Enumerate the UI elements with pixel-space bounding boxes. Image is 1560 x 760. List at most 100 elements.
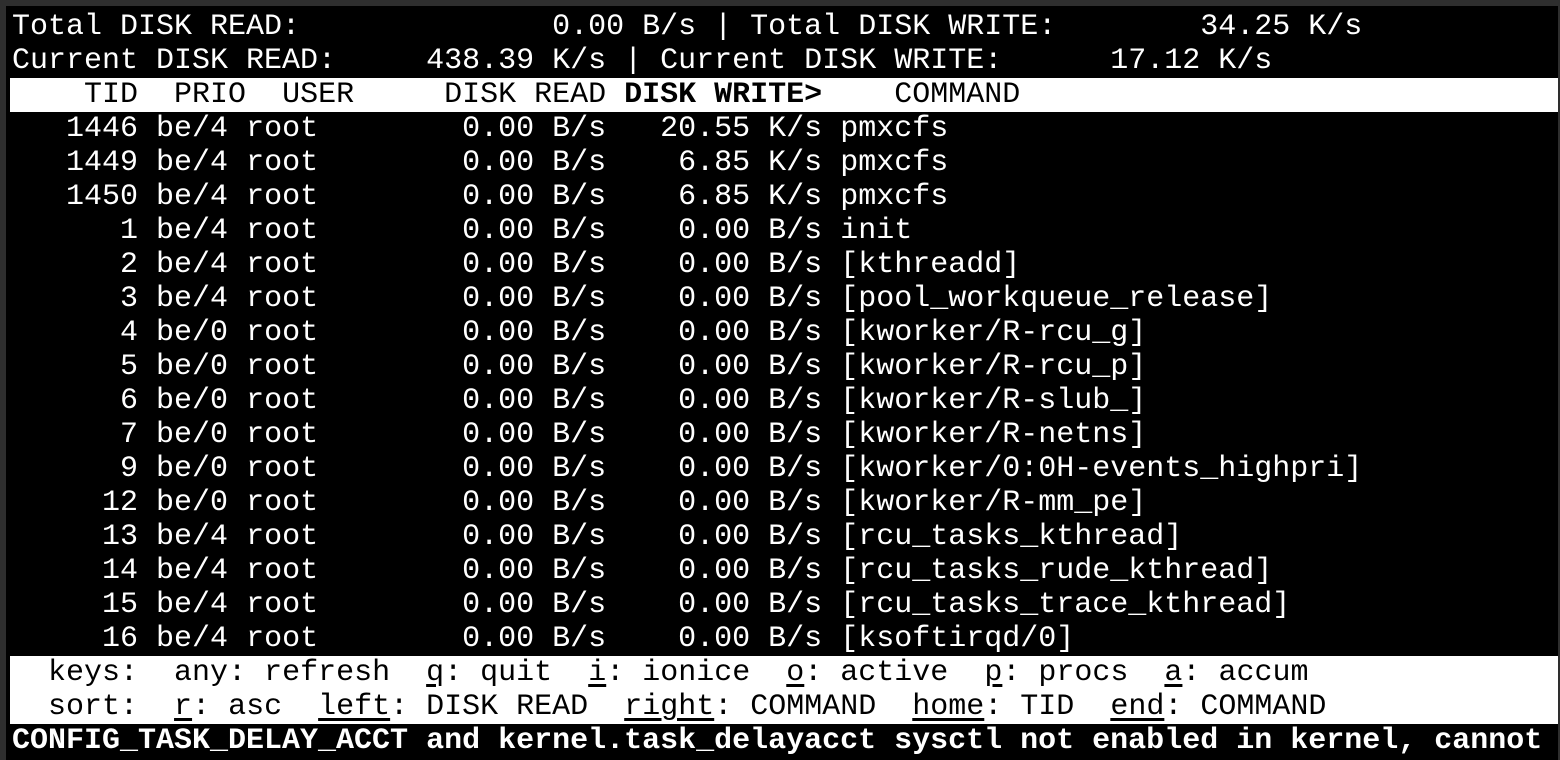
shortcut-key: i xyxy=(588,656,607,690)
sort-item-right: right: COMMAND xyxy=(624,690,877,724)
shortcut-key: r xyxy=(174,690,193,724)
shortcut-desc: procs xyxy=(1038,656,1129,690)
command-cell: pmxcfs xyxy=(840,112,949,146)
prio-cell: be/4 xyxy=(156,588,229,622)
disk-write-cell: 6.85 K/s xyxy=(606,180,823,214)
total-read-value: 0.00 B/s xyxy=(552,10,697,44)
table-row[interactable]: 14 be/4 root 0.00 B/s 0.00 B/s [rcu_task… xyxy=(12,554,1558,588)
current-write-value: 17.12 K/s xyxy=(1110,44,1273,78)
table-row[interactable]: 7 be/0 root 0.00 B/s 0.00 B/s [kworker/R… xyxy=(12,418,1558,452)
shortcut-desc: DISK READ xyxy=(426,690,589,724)
disk-write-cell: 0.00 B/s xyxy=(606,588,823,622)
shortcut-desc: asc xyxy=(228,690,283,724)
table-row[interactable]: 12 be/0 root 0.00 B/s 0.00 B/s [kworker/… xyxy=(12,486,1558,520)
user-cell: root xyxy=(246,112,319,146)
shortcut-key: a xyxy=(1164,656,1183,690)
keys-item-i: i: ionice xyxy=(588,656,751,690)
disk-read-cell: 0.00 B/s xyxy=(318,248,607,282)
disk-read-cell: 0.00 B/s xyxy=(318,350,607,384)
shortcut-desc: quit xyxy=(480,656,553,690)
tid-cell: 9 xyxy=(12,452,139,486)
col-command[interactable]: COMMAND xyxy=(894,78,1021,112)
prio-cell: be/4 xyxy=(156,112,229,146)
col-disk-write-sorted[interactable]: DISK WRITE> xyxy=(624,78,823,112)
command-cell: [kworker/R-mm_pe] xyxy=(840,486,1147,520)
col-disk-read[interactable]: DISK READ xyxy=(444,78,607,112)
shortcut-desc: TID xyxy=(1020,690,1075,724)
tid-cell: 4 xyxy=(12,316,139,350)
current-read-value: 438.39 K/s xyxy=(426,44,607,78)
table-row[interactable]: 4 be/0 root 0.00 B/s 0.00 B/s [kworker/R… xyxy=(12,316,1558,350)
user-cell: root xyxy=(246,486,319,520)
command-cell: [kworker/R-slub_] xyxy=(840,384,1147,418)
disk-write-cell: 0.00 B/s xyxy=(606,350,823,384)
command-cell: [rcu_tasks_trace_kthread] xyxy=(840,588,1291,622)
table-row[interactable]: 3 be/4 root 0.00 B/s 0.00 B/s [pool_work… xyxy=(12,282,1558,316)
keys-help-line: keys: any: refresh q: quit i: ionice o: … xyxy=(10,656,1558,690)
prio-cell: be/4 xyxy=(156,248,229,282)
column-header: TID PRIO USER DISK READ DISK WRITE> COMM… xyxy=(10,78,1558,112)
table-row[interactable]: 1449 be/4 root 0.00 B/s 6.85 K/s pmxcfs xyxy=(12,146,1558,180)
command-cell: [pool_workqueue_release] xyxy=(840,282,1273,316)
table-row[interactable]: 6 be/0 root 0.00 B/s 0.00 B/s [kworker/R… xyxy=(12,384,1558,418)
disk-write-cell: 20.55 K/s xyxy=(606,112,823,146)
table-row[interactable]: 16 be/4 root 0.00 B/s 0.00 B/s [ksoftirq… xyxy=(12,622,1558,656)
command-cell: [kworker/R-netns] xyxy=(840,418,1147,452)
tid-cell: 14 xyxy=(12,554,139,588)
keys-item-q: q: quit xyxy=(426,656,553,690)
disk-read-cell: 0.00 B/s xyxy=(318,214,607,248)
disk-read-cell: 0.00 B/s xyxy=(318,384,607,418)
total-write-value: 34.25 K/s xyxy=(1200,10,1363,44)
table-row[interactable]: 2 be/4 root 0.00 B/s 0.00 B/s [kthreadd] xyxy=(12,248,1558,282)
tid-cell: 1446 xyxy=(12,112,139,146)
shortcut-key: p xyxy=(984,656,1003,690)
shortcut-desc: COMMAND xyxy=(750,690,877,724)
prio-cell: be/4 xyxy=(156,282,229,316)
command-cell: init xyxy=(840,214,913,248)
disk-read-cell: 0.00 B/s xyxy=(318,146,607,180)
shortcut-key: right xyxy=(624,690,715,724)
prio-cell: be/0 xyxy=(156,452,229,486)
disk-write-cell: 0.00 B/s xyxy=(606,282,823,316)
prio-cell: be/0 xyxy=(156,350,229,384)
disk-write-cell: 0.00 B/s xyxy=(606,248,823,282)
table-row[interactable]: 1446 be/4 root 0.00 B/s 20.55 K/s pmxcfs xyxy=(12,112,1558,146)
table-row[interactable]: 9 be/0 root 0.00 B/s 0.00 B/s [kworker/0… xyxy=(12,452,1558,486)
table-row[interactable]: 15 be/4 root 0.00 B/s 0.00 B/s [rcu_task… xyxy=(12,588,1558,622)
disk-write-cell: 0.00 B/s xyxy=(606,418,823,452)
prio-cell: be/4 xyxy=(156,520,229,554)
disk-write-cell: 0.00 B/s xyxy=(606,486,823,520)
table-row[interactable]: 13 be/4 root 0.00 B/s 0.00 B/s [rcu_task… xyxy=(12,520,1558,554)
tid-cell: 1 xyxy=(12,214,139,248)
disk-read-cell: 0.00 B/s xyxy=(318,112,607,146)
disk-read-cell: 0.00 B/s xyxy=(318,520,607,554)
tid-cell: 15 xyxy=(12,588,139,622)
table-row[interactable]: 1 be/4 root 0.00 B/s 0.00 B/s init xyxy=(12,214,1558,248)
user-cell: root xyxy=(246,588,319,622)
disk-read-cell: 0.00 B/s xyxy=(318,282,607,316)
command-cell: [ksoftirqd/0] xyxy=(840,622,1075,656)
keys-item-p: p: procs xyxy=(984,656,1129,690)
table-row[interactable]: 1450 be/4 root 0.00 B/s 6.85 K/s pmxcfs xyxy=(12,180,1558,214)
disk-read-cell: 0.00 B/s xyxy=(318,316,607,350)
command-cell: [kworker/R-rcu_p] xyxy=(840,350,1147,384)
iotop-terminal[interactable]: Total DISK READ: 0.00 B/s | Total DISK W… xyxy=(6,6,1558,760)
total-io-line: Total DISK READ: 0.00 B/s | Total DISK W… xyxy=(12,10,1558,44)
prio-cell: be/0 xyxy=(156,418,229,452)
disk-write-cell: 0.00 B/s xyxy=(606,622,823,656)
tid-cell: 2 xyxy=(12,248,139,282)
command-cell: [kworker/0:0H-events_highpri] xyxy=(840,452,1363,486)
current-write-label: Current DISK WRITE: xyxy=(660,44,1003,78)
disk-write-cell: 6.85 K/s xyxy=(606,146,823,180)
user-cell: root xyxy=(246,214,319,248)
col-tid[interactable]: TID xyxy=(84,78,139,112)
col-user[interactable]: USER xyxy=(282,78,355,112)
user-cell: root xyxy=(246,316,319,350)
command-cell: pmxcfs xyxy=(840,146,949,180)
shortcut-desc: COMMAND xyxy=(1200,690,1327,724)
keys-label: keys: xyxy=(48,656,139,690)
table-row[interactable]: 5 be/0 root 0.00 B/s 0.00 B/s [kworker/R… xyxy=(12,350,1558,384)
col-prio[interactable]: PRIO xyxy=(174,78,247,112)
disk-read-cell: 0.00 B/s xyxy=(318,180,607,214)
sort-label: sort: xyxy=(48,690,139,724)
